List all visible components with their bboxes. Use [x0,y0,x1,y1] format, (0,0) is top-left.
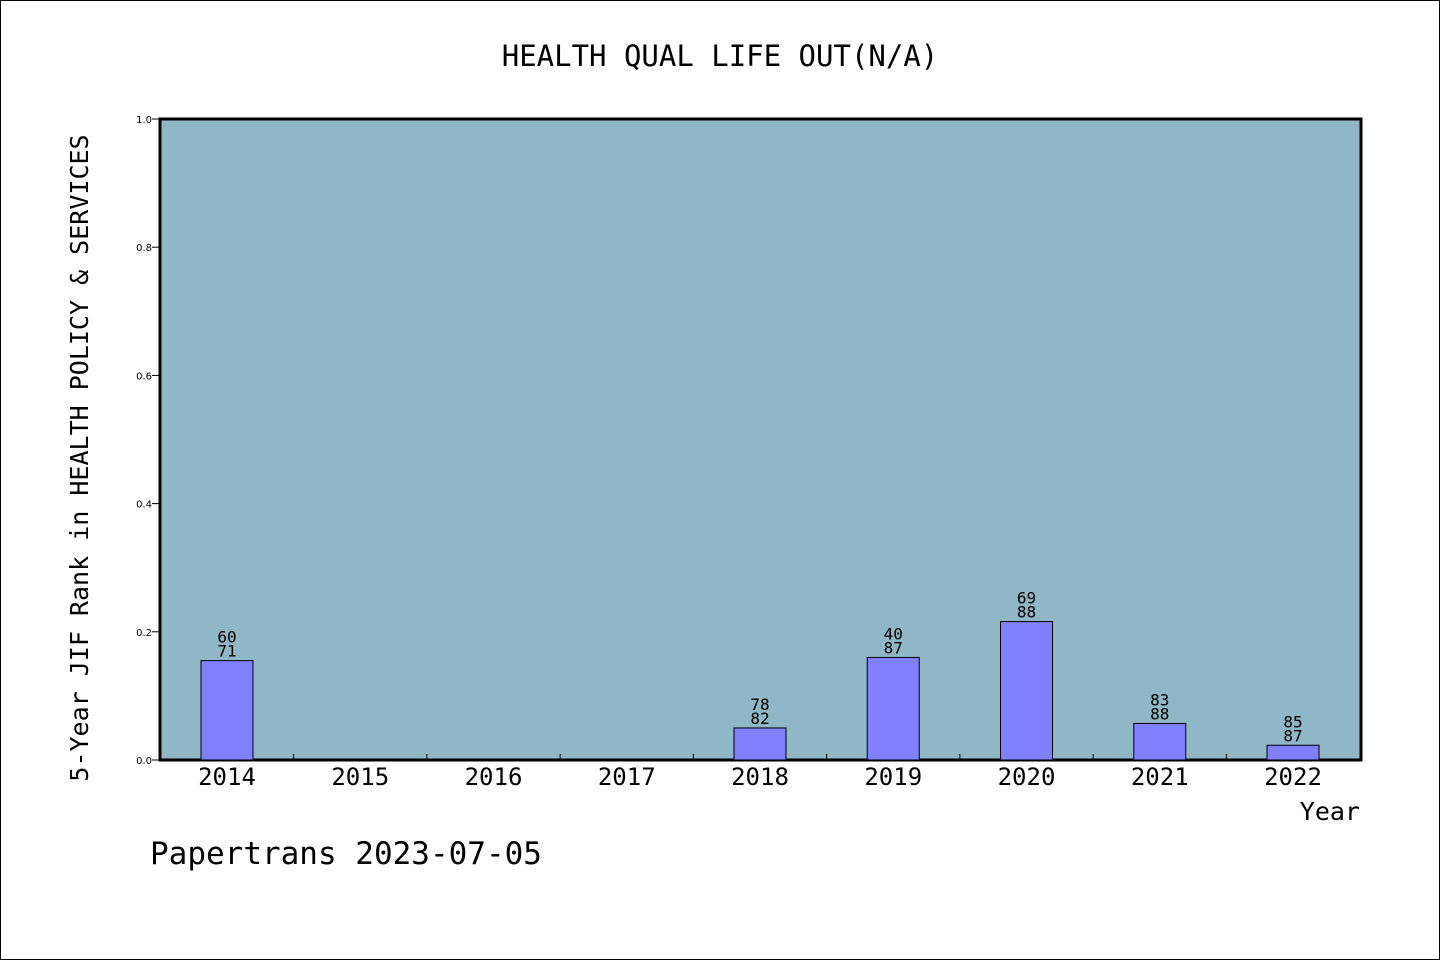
bar [733,727,787,761]
data-label: 88 [1017,603,1036,622]
data-label: 71 [217,642,236,661]
x-tick-label: 2014 [198,763,256,791]
bar [866,656,920,761]
data-label: 88 [1150,704,1169,723]
chart-title: HEALTH QUAL LIFE OUT(N/A) [502,39,939,73]
x-tick-label: 2016 [465,763,523,791]
y-axis-label: 5-Year JIF Rank in HEALTH POLICY & SERVI… [65,134,94,781]
x-tick-label: 2022 [1264,763,1322,791]
data-label: 82 [750,709,769,728]
data-label: 87 [1283,726,1302,745]
x-tick-label: 2021 [1131,763,1189,791]
bar [1133,722,1187,761]
y-tick-label: 0.2 [136,628,152,639]
bar [200,660,254,761]
y-tick-label: 0.8 [136,243,152,254]
x-ticks-group: 2014 2015 2016 2017 2018 2019 2020 2021 2022 [198,754,1322,791]
plot-area [158,117,1363,762]
x-tick-label: 2020 [998,763,1056,791]
data-label: 78 [750,695,769,714]
x-axis-label: Year [1300,797,1360,826]
data-label: 40 [884,624,903,643]
y-ticks-group: 0.0 0.2 0.4 0.6 0.8 1.0 [136,115,160,767]
x-tick-label: 2015 [331,763,389,791]
y-tick-label: 1.0 [136,115,152,126]
data-label: 60 [217,628,236,647]
bar [1000,621,1053,761]
data-label: 69 [1017,589,1036,608]
bar [1266,744,1320,761]
x-tick-label: 2017 [598,763,656,791]
data-label: 83 [1150,690,1169,709]
data-label: 87 [884,638,903,657]
footer-text: Papertrans 2023-07-05 [150,836,542,872]
y-tick-label: 0.6 [136,371,152,382]
x-tick-label: 2018 [731,763,789,791]
y-tick-label: 0.0 [136,756,152,767]
x-tick-label: 2019 [864,763,922,791]
data-label: 85 [1283,712,1302,731]
y-tick-label: 0.4 [136,500,152,511]
